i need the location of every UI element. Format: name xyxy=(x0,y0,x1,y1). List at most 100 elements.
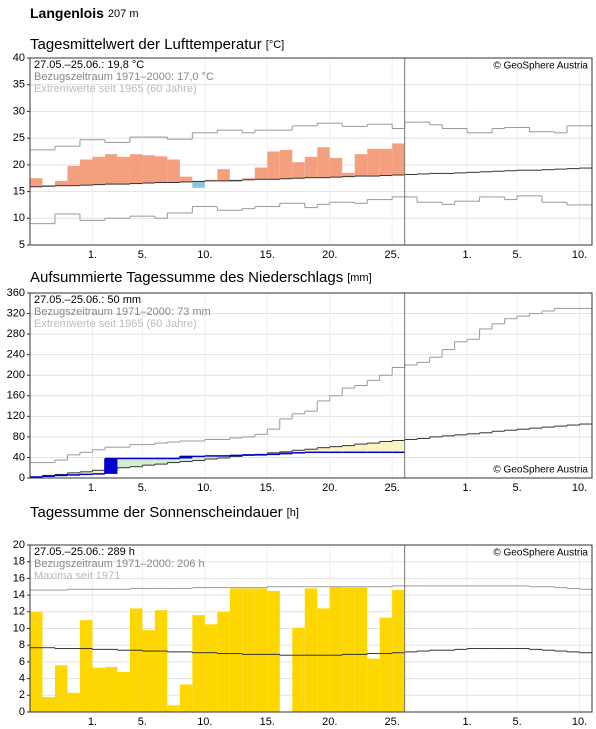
y-tick-label: 10 xyxy=(13,212,25,224)
bar xyxy=(317,608,330,712)
bar xyxy=(192,615,205,712)
area-fill xyxy=(217,455,230,458)
station: Langenlois 207 m xyxy=(30,5,138,21)
y-tick-label: 280 xyxy=(7,328,25,340)
chart-title-text: Tagessumme der Sonnenscheindauer xyxy=(30,504,283,521)
plot-area xyxy=(30,58,592,245)
y-tick-label: 20 xyxy=(13,159,25,171)
bar xyxy=(204,179,218,181)
x-tick-label: 1. xyxy=(463,249,472,261)
bar xyxy=(104,154,118,185)
bar xyxy=(229,180,243,182)
area-fill xyxy=(142,458,155,466)
bar xyxy=(329,157,343,178)
area-fill xyxy=(267,452,280,455)
bar xyxy=(304,588,318,712)
info-line: Maxima seit 1971 xyxy=(34,570,120,582)
bar xyxy=(317,147,330,178)
x-tick-label: 5. xyxy=(512,716,521,728)
chart-unit: [mm] xyxy=(347,272,371,284)
y-tick-label: 12 xyxy=(13,606,25,618)
bar xyxy=(179,176,193,182)
x-tick-label: 10. xyxy=(572,482,587,494)
bar xyxy=(42,185,55,187)
bar xyxy=(267,151,280,180)
area-fill xyxy=(92,470,105,474)
y-tick-label: 5 xyxy=(19,239,25,251)
area-fill xyxy=(317,447,330,453)
bar xyxy=(92,667,105,712)
bar xyxy=(42,696,55,712)
bar xyxy=(367,658,380,712)
bar xyxy=(154,156,168,183)
bar xyxy=(179,684,193,712)
y-tick-label: 40 xyxy=(13,451,25,463)
bar xyxy=(392,590,405,712)
bar xyxy=(229,588,243,712)
info-line: 27.05.–25.06.: 19,8 °C xyxy=(34,59,144,71)
y-tick-label: 2 xyxy=(19,689,25,701)
x-tick-label: 5. xyxy=(138,716,147,728)
info-line: Bezugszeitraum 1971–2000: 73 mm xyxy=(34,306,211,318)
area-fill xyxy=(179,456,193,462)
x-tick-label: 1. xyxy=(463,716,472,728)
bar xyxy=(117,156,130,185)
bar xyxy=(342,587,355,712)
bar xyxy=(79,620,93,712)
bar xyxy=(79,159,93,186)
x-tick-label: 15. xyxy=(260,482,275,494)
x-tick-label: 25. xyxy=(385,482,400,494)
station-elevation: 207 m xyxy=(108,8,139,20)
chart-title-text: Aufsummierte Tagessumme des Niederschlag… xyxy=(30,269,343,286)
bar xyxy=(142,155,155,184)
bar xyxy=(192,181,205,188)
chart-unit: [h] xyxy=(287,507,299,519)
bar xyxy=(217,169,230,181)
area-fill xyxy=(392,440,405,453)
y-tick-label: 160 xyxy=(7,390,25,402)
area-fill xyxy=(129,458,143,467)
area-fill xyxy=(67,472,80,475)
area-fill xyxy=(154,458,168,465)
x-tick-label: 20. xyxy=(322,249,337,261)
bar xyxy=(30,178,43,187)
bar xyxy=(167,705,180,712)
x-tick-label: 15. xyxy=(260,716,275,728)
y-tick-label: 40 xyxy=(13,52,25,64)
bar xyxy=(379,148,393,176)
y-tick-label: 25 xyxy=(13,132,25,144)
area-fill xyxy=(367,443,380,453)
chart-unit: [°C] xyxy=(266,39,284,51)
credit: © GeoSphere Austria xyxy=(493,61,588,72)
y-tick-label: 80 xyxy=(13,431,25,443)
plot-border xyxy=(29,57,593,246)
info-line: 27.05.–25.06.: 50 mm xyxy=(34,294,141,306)
x-tick-label: 1. xyxy=(88,249,97,261)
area-fill xyxy=(79,471,93,475)
area-fill xyxy=(304,449,318,453)
bar xyxy=(342,172,355,177)
x-tick-label: 10. xyxy=(197,249,212,261)
y-tick-label: 360 xyxy=(7,287,25,299)
x-tick-label: 25. xyxy=(385,249,400,261)
x-tick-label: 10. xyxy=(572,716,587,728)
x-tick-label: 5. xyxy=(138,482,147,494)
bar xyxy=(54,180,68,186)
y-tick-label: 14 xyxy=(13,589,25,601)
info-line: Extremwerte seit 1965 (60 Jahre) xyxy=(34,318,197,330)
y-tick-label: 200 xyxy=(7,369,25,381)
x-tick-label: 5. xyxy=(512,482,521,494)
bar xyxy=(104,666,118,712)
bar xyxy=(279,149,293,179)
bar xyxy=(204,624,218,712)
daily-increment xyxy=(179,456,193,459)
y-tick-label: 0 xyxy=(19,706,25,718)
bar xyxy=(292,162,305,179)
bar xyxy=(92,156,105,185)
bar xyxy=(354,587,368,712)
bar xyxy=(354,154,368,177)
x-tick-label: 20. xyxy=(322,482,337,494)
bar xyxy=(367,148,380,177)
y-tick-label: 6 xyxy=(19,656,25,668)
